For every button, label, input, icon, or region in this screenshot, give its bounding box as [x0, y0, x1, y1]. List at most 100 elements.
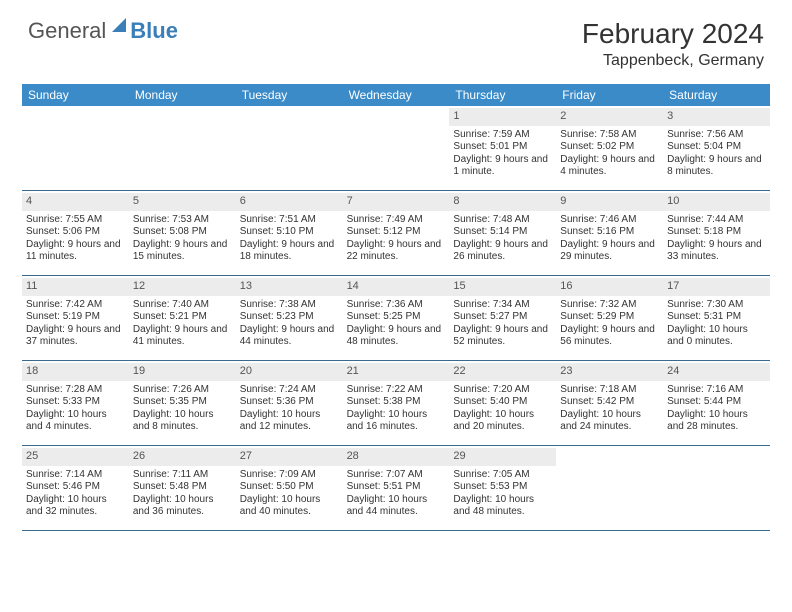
weekday-header: Monday: [129, 84, 236, 106]
day-number: 21: [343, 363, 450, 381]
sunset-line: Sunset: 5:33 PM: [26, 396, 125, 409]
daylight-line: Daylight: 10 hours and 12 minutes.: [240, 409, 339, 434]
daylight-line: Daylight: 9 hours and 48 minutes.: [347, 324, 446, 349]
weekday-header: Wednesday: [343, 84, 450, 106]
day-number: 3: [663, 108, 770, 126]
sunset-line: Sunset: 5:25 PM: [347, 311, 446, 324]
weekday-header: Saturday: [663, 84, 770, 106]
calendar-cell: 3 Sunrise: 7:56 AMSunset: 5:04 PMDaylight…: [663, 106, 770, 190]
calendar-week: 18Sunrise: 7:28 AMSunset: 5:33 PMDayligh…: [22, 361, 770, 446]
sunset-line: Sunset: 5:14 PM: [453, 226, 552, 239]
sunrise-line: Sunrise: 7:58 AM: [560, 129, 659, 142]
calendar-cell: 11 Sunrise: 7:42 AMSunset: 5:19 PMDayligh…: [22, 276, 129, 360]
calendar-cell: .: [343, 106, 450, 190]
sunset-line: Sunset: 5:12 PM: [347, 226, 446, 239]
daylight-line: Daylight: 10 hours and 4 minutes.: [26, 409, 125, 434]
calendar-cell: 26Sunrise: 7:11 AMSunset: 5:48 PMDayligh…: [129, 446, 236, 530]
calendar: SundayMondayTuesdayWednesdayThursdayFrid…: [22, 84, 770, 531]
calendar-cell: .: [22, 106, 129, 190]
sunset-line: Sunset: 5:53 PM: [453, 481, 552, 494]
calendar-cell: .: [556, 446, 663, 530]
sunset-line: Sunset: 5:50 PM: [240, 481, 339, 494]
page-title: February 2024: [582, 18, 764, 50]
sunset-line: Sunset: 5:01 PM: [453, 141, 552, 154]
daylight-line: Daylight: 10 hours and 36 minutes.: [133, 494, 232, 519]
sunrise-line: Sunrise: 7:42 AM: [26, 299, 125, 312]
calendar-cell: 27Sunrise: 7:09 AMSunset: 5:50 PMDayligh…: [236, 446, 343, 530]
day-number: 28: [343, 448, 450, 466]
calendar-cell: 19Sunrise: 7:26 AMSunset: 5:35 PMDayligh…: [129, 361, 236, 445]
sunrise-line: Sunrise: 7:51 AM: [240, 214, 339, 227]
day-number: 26: [129, 448, 236, 466]
sunrise-line: Sunrise: 7:38 AM: [240, 299, 339, 312]
daylight-line: Daylight: 9 hours and 26 minutes.: [453, 239, 552, 264]
day-number: 18: [22, 363, 129, 381]
weekday-header: Thursday: [449, 84, 556, 106]
daylight-line: Daylight: 10 hours and 8 minutes.: [133, 409, 232, 434]
location: Tappenbeck, Germany: [582, 52, 764, 70]
sunset-line: Sunset: 5:46 PM: [26, 481, 125, 494]
sunrise-line: Sunrise: 7:55 AM: [26, 214, 125, 227]
calendar-cell: 20Sunrise: 7:24 AMSunset: 5:36 PMDayligh…: [236, 361, 343, 445]
sunrise-line: Sunrise: 7:30 AM: [667, 299, 766, 312]
day-number: 17: [663, 278, 770, 296]
daylight-line: Daylight: 9 hours and 8 minutes.: [667, 154, 766, 179]
daylight-line: Daylight: 10 hours and 0 minutes.: [667, 324, 766, 349]
calendar-cell: 22 Sunrise: 7:20 AMSunset: 5:40 PMDayligh…: [449, 361, 556, 445]
sunset-line: Sunset: 5:40 PM: [453, 396, 552, 409]
sunrise-line: Sunrise: 7:18 AM: [560, 384, 659, 397]
logo-text-1: General: [28, 18, 106, 44]
day-number: 9: [556, 193, 663, 211]
calendar-cell: 25Sunrise: 7:14 AMSunset: 5:46 PMDayligh…: [22, 446, 129, 530]
calendar-week: 4Sunrise: 7:55 AMSunset: 5:06 PMDaylight…: [22, 191, 770, 276]
day-number: 4: [22, 193, 129, 211]
calendar-cell: 18 Sunrise: 7:28 AMSunset: 5:33 PMDayligh…: [22, 361, 129, 445]
daylight-line: Daylight: 9 hours and 37 minutes.: [26, 324, 125, 349]
calendar-cell: 6Sunrise: 7:51 AMSunset: 5:10 PMDaylight…: [236, 191, 343, 275]
calendar-cell: 16Sunrise: 7:32 AMSunset: 5:29 PMDayligh…: [556, 276, 663, 360]
calendar-cell: 12Sunrise: 7:40 AMSunset: 5:21 PMDayligh…: [129, 276, 236, 360]
daylight-line: Daylight: 10 hours and 40 minutes.: [240, 494, 339, 519]
daylight-line: Daylight: 10 hours and 20 minutes.: [453, 409, 552, 434]
sunset-line: Sunset: 5:51 PM: [347, 481, 446, 494]
daylight-line: Daylight: 10 hours and 16 minutes.: [347, 409, 446, 434]
sunrise-line: Sunrise: 7:32 AM: [560, 299, 659, 312]
day-number: 1: [449, 108, 556, 126]
logo-text-2: Blue: [130, 18, 178, 44]
calendar-cell: 15Sunrise: 7:34 AMSunset: 5:27 PMDayligh…: [449, 276, 556, 360]
daylight-line: Daylight: 9 hours and 15 minutes.: [133, 239, 232, 264]
day-number: 20: [236, 363, 343, 381]
sunrise-line: Sunrise: 7:44 AM: [667, 214, 766, 227]
sunset-line: Sunset: 5:21 PM: [133, 311, 232, 324]
sunset-line: Sunset: 5:08 PM: [133, 226, 232, 239]
daylight-line: Daylight: 9 hours and 11 minutes.: [26, 239, 125, 264]
sunrise-line: Sunrise: 7:56 AM: [667, 129, 766, 142]
sunrise-line: Sunrise: 7:05 AM: [453, 469, 552, 482]
calendar-cell: 4Sunrise: 7:55 AMSunset: 5:06 PMDaylight…: [22, 191, 129, 275]
day-number: 27: [236, 448, 343, 466]
day-number: 22: [449, 363, 556, 381]
calendar-cell: 7Sunrise: 7:49 AMSunset: 5:12 PMDaylight…: [343, 191, 450, 275]
calendar-cell: 17 Sunrise: 7:30 AMSunset: 5:31 PMDayligh…: [663, 276, 770, 360]
sunrise-line: Sunrise: 7:20 AM: [453, 384, 552, 397]
sunrise-line: Sunrise: 7:14 AM: [26, 469, 125, 482]
day-number: 11: [22, 278, 129, 296]
daylight-line: Daylight: 10 hours and 24 minutes.: [560, 409, 659, 434]
day-number: 10: [663, 193, 770, 211]
calendar-cell: 23Sunrise: 7:18 AMSunset: 5:42 PMDayligh…: [556, 361, 663, 445]
sunset-line: Sunset: 5:10 PM: [240, 226, 339, 239]
day-number: 25: [22, 448, 129, 466]
sunrise-line: Sunrise: 7:28 AM: [26, 384, 125, 397]
day-number: 5: [129, 193, 236, 211]
daylight-line: Daylight: 9 hours and 41 minutes.: [133, 324, 232, 349]
sunset-line: Sunset: 5:04 PM: [667, 141, 766, 154]
daylight-line: Daylight: 10 hours and 44 minutes.: [347, 494, 446, 519]
calendar-cell: 8Sunrise: 7:48 AMSunset: 5:14 PMDaylight…: [449, 191, 556, 275]
sunset-line: Sunset: 5:19 PM: [26, 311, 125, 324]
sunset-line: Sunset: 5:31 PM: [667, 311, 766, 324]
daylight-line: Daylight: 10 hours and 48 minutes.: [453, 494, 552, 519]
daylight-line: Daylight: 9 hours and 44 minutes.: [240, 324, 339, 349]
calendar-cell: .: [129, 106, 236, 190]
sunrise-line: Sunrise: 7:16 AM: [667, 384, 766, 397]
day-number: 24: [663, 363, 770, 381]
